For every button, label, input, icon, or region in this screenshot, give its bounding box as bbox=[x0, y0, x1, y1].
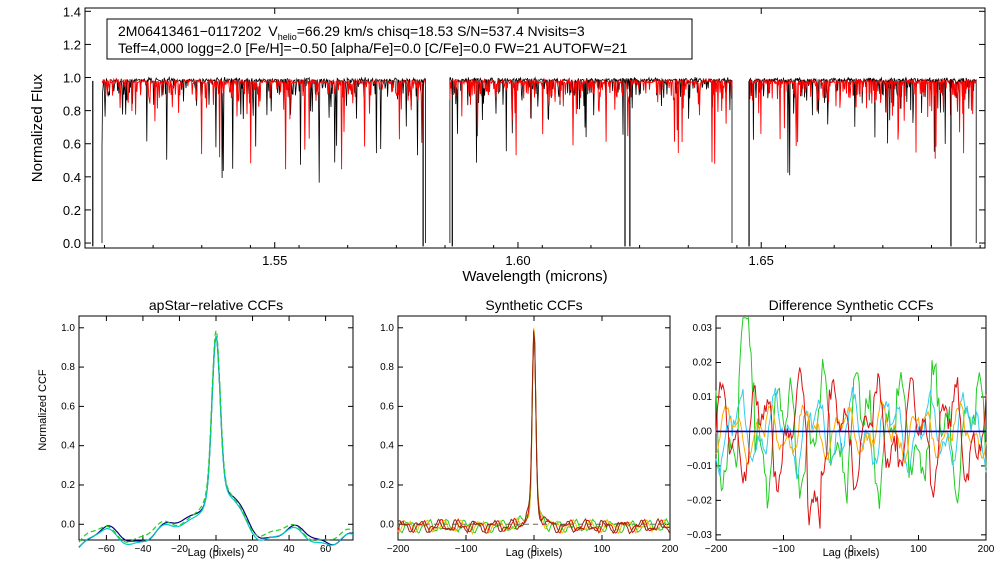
spectrum-legend: 2M06413461−0117202 Vhelio=66.29 km/s chis… bbox=[106, 18, 693, 60]
x-tick-label: 40 bbox=[284, 544, 296, 555]
y-tick-label: 0.0 bbox=[380, 519, 394, 530]
y-tick-label: 0.4 bbox=[61, 441, 75, 452]
y-tick-label: 0.00 bbox=[693, 426, 713, 437]
y-tick-label: 1.4 bbox=[63, 4, 81, 19]
legend-line-2: Teff=4,000 logg=2.0 [Fe/H]=−0.50 [alpha/… bbox=[118, 40, 627, 56]
apstar-ccf-y-axis-label: Normalized CCF bbox=[37, 369, 49, 451]
y-tick-label: 0.6 bbox=[380, 401, 394, 412]
y-tick-label: 0.2 bbox=[63, 203, 81, 218]
y-tick-label: 0.03 bbox=[693, 323, 713, 334]
y-tick-label: 0.8 bbox=[380, 362, 394, 373]
legend-box bbox=[106, 18, 693, 60]
synthetic-ccf-x-axis-label: Lag (pixels) bbox=[506, 547, 563, 559]
y-tick-label: 0.4 bbox=[380, 441, 394, 452]
y-tick-label: 1.2 bbox=[63, 37, 81, 52]
x-tick-label: −60 bbox=[98, 544, 115, 555]
y-tick-label: 0.8 bbox=[63, 104, 81, 119]
x-tick-label: 1.65 bbox=[749, 253, 774, 268]
x-tick-label: 1.60 bbox=[505, 253, 530, 268]
synthetic-ccf-plot-frame bbox=[397, 315, 671, 541]
x-tick-label: 200 bbox=[978, 544, 995, 555]
x-tick-label: −40 bbox=[134, 544, 151, 555]
y-tick-label: 0.2 bbox=[380, 480, 394, 491]
vhelio-symbol: V bbox=[268, 23, 278, 39]
legend-line-1: 2M06413461−0117202 Vhelio=66.29 km/s chis… bbox=[118, 23, 585, 42]
spectrum-x-axis-label: Wavelength (microns) bbox=[462, 268, 607, 285]
y-tick-label: 1.0 bbox=[63, 71, 81, 86]
y-tick-label: 0.4 bbox=[63, 170, 81, 185]
apstar-ccf-x-axis-label: Lag (pixels) bbox=[188, 547, 245, 559]
y-tick-label: 1.0 bbox=[380, 323, 394, 334]
x-tick-label: 0 bbox=[213, 544, 219, 555]
diff-ccf-x-axis-label: Lag (pixels) bbox=[823, 547, 880, 559]
spectrum-plot-frame bbox=[84, 7, 986, 249]
x-tick-label: −100 bbox=[455, 544, 478, 555]
y-tick-label: 0.01 bbox=[693, 392, 713, 403]
y-tick-label: 0.02 bbox=[693, 358, 713, 369]
apstar-ccf-plot-frame bbox=[78, 315, 354, 541]
apstar-ccf-panel: −60 −40 −20 0 20 40 60 0.0 0.2 0.4 0.6 0.8 1.0 apSt… bbox=[37, 297, 354, 559]
x-tick-label: −200 bbox=[387, 544, 410, 555]
x-tick-label: −100 bbox=[772, 544, 795, 555]
x-tick-label: 100 bbox=[910, 544, 927, 555]
apstar-ccf-series-combined bbox=[78, 336, 354, 548]
x-tick-label: 0 bbox=[531, 544, 537, 555]
apstar-ccf-series-visit2 bbox=[78, 330, 354, 543]
star-id: 2M06413461−0117202 bbox=[118, 23, 262, 39]
y-tick-label: 0.8 bbox=[61, 362, 75, 373]
vhelio-subscript: helio bbox=[278, 32, 297, 42]
synthetic-ccf-panel: −200 −100 0 100 200 0.0 0.2 0.4 0.6 0.8 1.0 Synth… bbox=[380, 297, 679, 559]
diff-ccf-series-orange bbox=[715, 397, 987, 466]
x-tick-label: 20 bbox=[247, 544, 259, 555]
synthetic-ccf-title: Synthetic CCFs bbox=[485, 297, 582, 313]
y-tick-label: 0.6 bbox=[63, 137, 81, 152]
spectrum-series-observed bbox=[101, 75, 977, 243]
y-tick-label: 0.0 bbox=[61, 519, 75, 530]
x-tick-label: 200 bbox=[662, 544, 679, 555]
y-tick-label: 0.2 bbox=[61, 480, 75, 491]
x-tick-label: 60 bbox=[320, 544, 332, 555]
y-tick-label: −0.01 bbox=[687, 461, 713, 472]
y-tick-label: 0.0 bbox=[63, 236, 81, 251]
y-tick-label: −0.02 bbox=[687, 495, 713, 506]
spectrum-y-axis-label: Normalized Flux bbox=[29, 73, 46, 182]
x-tick-label: 1.55 bbox=[262, 253, 287, 268]
diff-ccf-series-red bbox=[715, 367, 987, 529]
spectrum-panel: 1.55 1.60 1.65 0.0 0.2 0.4 0.6 0.8 1.0 1.2 1.4 Wa… bbox=[29, 4, 986, 285]
synthetic-ccf-series-combined bbox=[397, 331, 670, 535]
apstar-ccf-title: apStar−relative CCFs bbox=[149, 297, 283, 313]
y-tick-label: −0.03 bbox=[687, 530, 713, 541]
fit-stats: =66.29 km/s chisq=18.53 S/N=537.4 Nvisit… bbox=[297, 23, 585, 39]
y-tick-label: 0.6 bbox=[61, 401, 75, 412]
diff-ccf-panel: −200 −100 0 100 200 0.03 0.02 0.01 0.00 −0.01 −0.… bbox=[687, 297, 995, 559]
synthetic-ccf-series-red bbox=[397, 330, 670, 534]
x-tick-label: −200 bbox=[705, 544, 728, 555]
diff-ccf-series-green bbox=[715, 316, 987, 509]
diff-ccf-title: Difference Synthetic CCFs bbox=[769, 297, 934, 313]
apstar-ccf-series-visit1 bbox=[78, 336, 354, 549]
diff-ccf-series-cyan bbox=[715, 387, 987, 480]
x-tick-label: 100 bbox=[594, 544, 611, 555]
synthetic-ccf-series-green bbox=[397, 334, 670, 534]
y-tick-label: 1.0 bbox=[61, 323, 75, 334]
synthetic-ccf-series-yellow bbox=[397, 327, 670, 536]
x-tick-label: −20 bbox=[171, 544, 188, 555]
x-tick-label: 0 bbox=[848, 544, 854, 555]
spectrum-series-model bbox=[101, 77, 977, 170]
